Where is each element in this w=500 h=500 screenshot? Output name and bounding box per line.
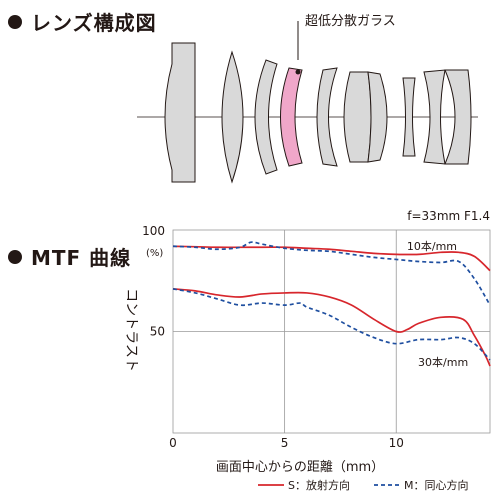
lens-element-2 bbox=[221, 50, 244, 184]
y-axis-label: コントラスト bbox=[123, 288, 139, 372]
x-axis-label: 画面中心からの距離（mm） bbox=[216, 460, 384, 475]
legend-label-1: S：放射方向 bbox=[288, 478, 350, 492]
x-tick-label: 0 bbox=[169, 436, 177, 450]
chart-ticks: 0 5 10 100 50 bbox=[142, 224, 404, 450]
lens-element-6 bbox=[343, 71, 372, 163]
ed-glass-element bbox=[280, 67, 303, 167]
lens-element-5 bbox=[316, 67, 338, 167]
lens-diagram-title: レンズ構成図 bbox=[31, 11, 157, 35]
chart-title: f=33mm F1.4 bbox=[407, 209, 490, 223]
legend-label-2: M：同心方向 bbox=[404, 478, 469, 492]
x-tick-label: 10 bbox=[389, 436, 404, 450]
mtf-title: MTF 曲線 bbox=[31, 246, 132, 270]
series-line-s bbox=[172, 245, 491, 272]
y-tick-label: 50 bbox=[150, 325, 165, 339]
series-line-m bbox=[172, 288, 491, 361]
chart-annotations: 10本/mm 30本/mm bbox=[407, 239, 468, 369]
chart-legend: S：放射方向 M：同心方向 bbox=[258, 478, 469, 492]
lens-element-8 bbox=[402, 77, 416, 157]
y-tick-label: 100 bbox=[142, 224, 165, 238]
chart-series-group bbox=[172, 241, 491, 367]
annotation-marker-dot bbox=[295, 69, 301, 75]
bullet-dot-icon bbox=[8, 14, 22, 29]
mtf-heading: MTF 曲線 bbox=[8, 242, 131, 271]
lens-elements bbox=[164, 42, 472, 184]
bullet-dot-icon bbox=[8, 249, 22, 264]
series-line-m bbox=[172, 241, 491, 306]
lens-diagram-heading: レンズ構成図 bbox=[8, 7, 157, 36]
mtf-chart: 0 5 10 100 50 f=33mm F1.4 (%) コントラスト 画面中心からの… bbox=[123, 209, 491, 492]
frequency-label: 30本/mm bbox=[418, 355, 468, 369]
lens-element-7 bbox=[367, 71, 388, 163]
x-tick-label: 5 bbox=[281, 436, 289, 450]
y-axis-unit: (%) bbox=[146, 248, 163, 259]
lens-element-3 bbox=[254, 59, 278, 175]
lens-element-10 bbox=[444, 69, 472, 165]
series-line-s bbox=[172, 288, 491, 367]
lens-element-1 bbox=[164, 42, 196, 183]
frequency-label: 10本/mm bbox=[407, 239, 457, 253]
ed-glass-label: 超低分散ガラス bbox=[305, 14, 396, 29]
